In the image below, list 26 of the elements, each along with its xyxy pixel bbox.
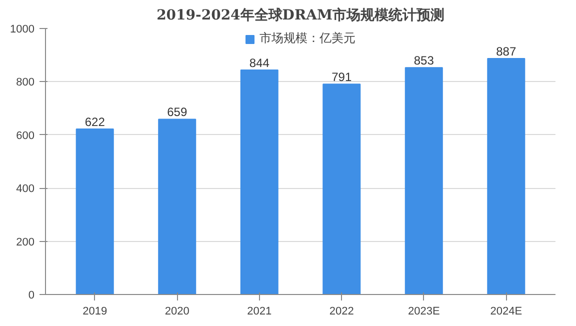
data-label: 853: [414, 54, 434, 68]
bar: [158, 118, 196, 294]
y-tick-label: 400: [16, 183, 35, 196]
y-tick-label: 800: [16, 76, 35, 89]
y-tick-label: 1000: [10, 24, 35, 36]
bar: [404, 67, 443, 294]
data-label: 844: [249, 56, 270, 70]
x-tick-label: 2021: [247, 306, 272, 318]
bar: [76, 128, 114, 294]
data-label: 791: [332, 70, 352, 84]
data-label: 887: [496, 44, 516, 59]
x-tick-label: 2022: [329, 306, 354, 318]
y-tick-label: 200: [16, 236, 35, 248]
legend-label: 市场规模：亿美元: [260, 30, 356, 47]
data-label: 659: [167, 105, 188, 120]
data-label: 622: [84, 115, 106, 130]
x-tick-label: 2019: [82, 306, 108, 318]
y-tick-label: 0: [28, 290, 35, 302]
bar: [322, 84, 361, 294]
bar: [240, 69, 278, 294]
x-tick-label: 2020: [164, 306, 190, 318]
bar: [487, 58, 526, 294]
y-tick-label: 600: [16, 130, 35, 142]
x-tick-label: 2023E: [408, 306, 440, 318]
x-tick-label: 2024E: [490, 306, 522, 318]
chart-title: 2019-2024年全球DRAM市场规模统计预测: [156, 6, 444, 24]
